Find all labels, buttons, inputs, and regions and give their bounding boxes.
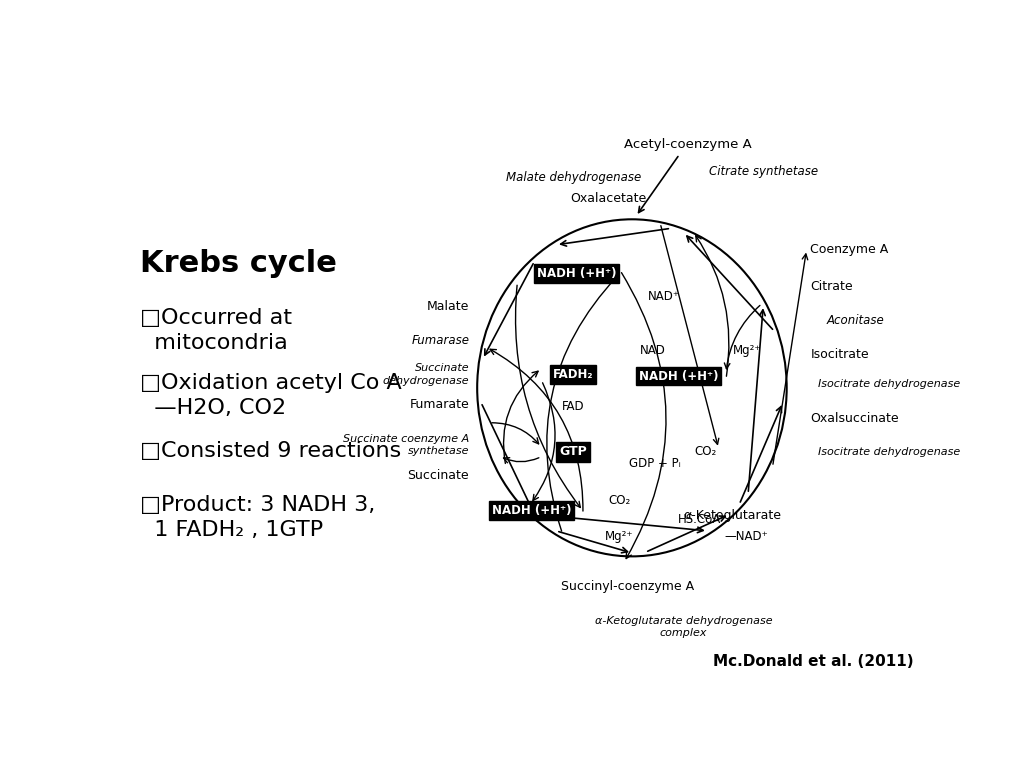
Text: Succinate
dehydrogenase: Succinate dehydrogenase [383, 363, 469, 386]
Text: FADH₂: FADH₂ [553, 368, 593, 381]
Text: Isocitrate: Isocitrate [811, 348, 869, 361]
Text: Oxalsuccinate: Oxalsuccinate [811, 412, 899, 425]
Text: NADH (+H⁺): NADH (+H⁺) [639, 369, 718, 382]
Text: NAD: NAD [640, 344, 666, 357]
Text: Mg²⁺: Mg²⁺ [605, 530, 634, 543]
Text: Citrate synthetase: Citrate synthetase [710, 165, 818, 178]
Text: Malate: Malate [427, 300, 469, 313]
Text: Mc.Donald et al. (2011): Mc.Donald et al. (2011) [713, 654, 913, 669]
Text: Fumarate: Fumarate [410, 398, 469, 411]
Text: —NAD⁺: —NAD⁺ [725, 530, 769, 543]
Text: Coenzyme A: Coenzyme A [811, 243, 889, 257]
Text: GDP + Pᵢ: GDP + Pᵢ [629, 457, 680, 470]
Text: Succinyl-coenzyme A: Succinyl-coenzyme A [561, 580, 694, 593]
Text: □Occurred at
  mitocondria: □Occurred at mitocondria [140, 308, 292, 353]
Text: Succinate: Succinate [408, 469, 469, 482]
Text: Aconitase: Aconitase [826, 314, 884, 327]
Text: CO₂: CO₂ [695, 445, 717, 458]
Text: CO₂: CO₂ [608, 495, 631, 507]
Text: Malate dehydrogenase: Malate dehydrogenase [506, 170, 641, 184]
Text: Isocitrate dehydrogenase: Isocitrate dehydrogenase [818, 447, 961, 457]
Text: Krebs cycle: Krebs cycle [140, 249, 337, 278]
Text: NADH (+H⁺): NADH (+H⁺) [492, 505, 571, 518]
Text: Mg²⁺: Mg²⁺ [732, 344, 761, 357]
Text: GTP: GTP [559, 445, 587, 458]
Text: FAD: FAD [562, 400, 585, 413]
Text: NAD⁺: NAD⁺ [648, 290, 680, 303]
Text: Citrate: Citrate [811, 280, 853, 293]
Text: Succinate coenzyme A
synthetase: Succinate coenzyme A synthetase [343, 434, 469, 456]
Text: Oxalacetate: Oxalacetate [570, 191, 646, 204]
Text: Fumarase: Fumarase [412, 334, 469, 347]
Text: HS.CoA: HS.CoA [678, 513, 722, 526]
Text: NADH (+H⁺): NADH (+H⁺) [537, 266, 616, 280]
Text: □Oxidation acetyl Co A
  —H2O, CO2: □Oxidation acetyl Co A —H2O, CO2 [140, 373, 401, 418]
Text: Acetyl-coenzyme A: Acetyl-coenzyme A [624, 138, 752, 151]
Text: □Consisted 9 reactions: □Consisted 9 reactions [140, 441, 401, 461]
Text: Isocitrate dehydrogenase: Isocitrate dehydrogenase [818, 379, 961, 389]
Text: □Product: 3 NADH 3,
  1 FADH₂ , 1GTP: □Product: 3 NADH 3, 1 FADH₂ , 1GTP [140, 495, 375, 540]
Text: α-Ketoglutarate: α-Ketoglutarate [684, 509, 781, 522]
Text: α-Ketoglutarate dehydrogenase
complex: α-Ketoglutarate dehydrogenase complex [595, 615, 772, 638]
